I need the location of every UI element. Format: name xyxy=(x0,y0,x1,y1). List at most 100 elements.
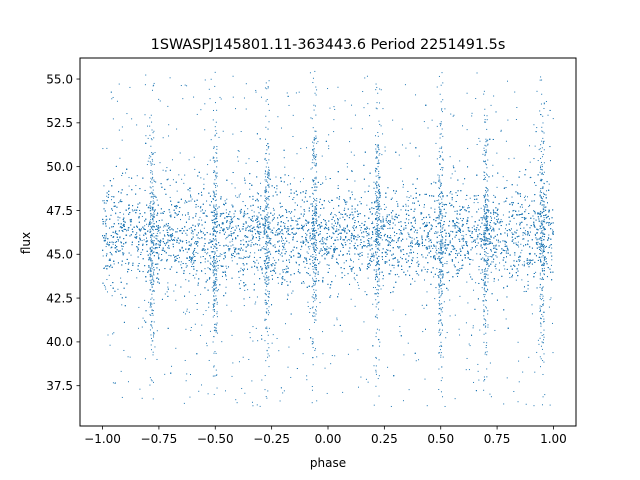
data-point xyxy=(336,228,338,230)
data-point xyxy=(289,212,291,214)
data-point xyxy=(219,230,221,232)
data-point xyxy=(105,243,107,245)
data-point xyxy=(120,199,122,201)
data-point xyxy=(157,255,159,257)
data-point xyxy=(138,327,140,329)
data-point xyxy=(326,264,328,266)
data-point xyxy=(320,243,322,245)
data-point xyxy=(171,365,173,367)
data-point xyxy=(374,229,376,231)
data-point xyxy=(326,224,328,226)
data-point xyxy=(104,267,106,269)
data-point xyxy=(225,212,227,214)
data-point xyxy=(294,202,296,204)
data-point xyxy=(435,231,437,233)
data-point xyxy=(394,224,396,226)
data-point xyxy=(522,238,524,240)
data-point xyxy=(474,239,476,241)
data-point xyxy=(108,245,110,247)
data-point xyxy=(511,232,513,234)
data-point xyxy=(190,187,192,189)
data-point xyxy=(309,237,311,239)
data-point xyxy=(540,213,542,215)
data-point xyxy=(370,260,372,262)
data-point xyxy=(298,269,300,271)
data-point xyxy=(391,217,393,219)
data-point xyxy=(426,291,428,293)
data-point xyxy=(493,213,495,215)
data-point xyxy=(377,203,379,205)
data-point xyxy=(207,252,209,254)
data-point xyxy=(163,224,165,226)
data-point xyxy=(451,193,453,195)
data-point xyxy=(462,206,464,208)
data-point xyxy=(176,239,178,241)
data-point xyxy=(488,241,490,243)
data-point xyxy=(199,238,201,240)
data-point xyxy=(400,232,402,234)
data-point xyxy=(282,269,284,271)
data-point xyxy=(265,197,267,199)
data-point xyxy=(534,213,536,215)
data-point xyxy=(515,279,517,281)
data-point xyxy=(342,254,344,256)
data-point xyxy=(551,247,553,249)
data-point xyxy=(154,263,156,265)
data-point xyxy=(393,267,395,269)
data-point xyxy=(480,272,482,274)
chart-title: 1SWASPJ145801.11-363443.6 Period 2251491… xyxy=(151,37,506,53)
data-point xyxy=(374,213,376,215)
data-point xyxy=(288,242,290,244)
data-point xyxy=(264,229,266,231)
data-point xyxy=(507,250,509,252)
data-point xyxy=(279,245,281,247)
data-point xyxy=(517,241,519,243)
data-point xyxy=(334,246,336,248)
data-point xyxy=(185,266,187,268)
data-point xyxy=(396,273,398,275)
data-point xyxy=(143,227,145,229)
data-point xyxy=(247,289,249,291)
data-point xyxy=(534,212,536,214)
data-point xyxy=(416,257,418,259)
data-point xyxy=(400,231,402,233)
data-point xyxy=(313,214,315,216)
data-point xyxy=(481,219,483,221)
data-point xyxy=(199,207,201,209)
data-point xyxy=(534,233,536,235)
data-point xyxy=(175,213,177,215)
data-point xyxy=(111,209,113,211)
data-point xyxy=(446,263,448,265)
data-point xyxy=(103,200,105,202)
data-point xyxy=(471,227,473,229)
data-point xyxy=(461,265,463,267)
data-point xyxy=(465,234,467,236)
data-point xyxy=(391,197,393,199)
data-point xyxy=(336,317,338,319)
data-point xyxy=(546,190,548,192)
data-point xyxy=(111,199,112,201)
data-point xyxy=(491,229,493,231)
data-point xyxy=(302,229,304,231)
data-point xyxy=(503,201,505,203)
data-point xyxy=(423,266,425,268)
data-point xyxy=(277,240,279,242)
data-point xyxy=(331,218,333,220)
data-point xyxy=(119,217,121,219)
data-point xyxy=(272,207,274,209)
data-point xyxy=(308,267,310,269)
data-point xyxy=(178,201,180,203)
data-point xyxy=(206,253,208,255)
data-point xyxy=(225,286,227,288)
data-point xyxy=(442,215,444,217)
data-point xyxy=(326,237,328,239)
data-point xyxy=(349,231,351,233)
data-point xyxy=(244,289,246,291)
data-point xyxy=(305,244,307,246)
data-point xyxy=(316,247,318,249)
data-point xyxy=(343,262,345,264)
data-point xyxy=(204,261,206,263)
data-point xyxy=(115,231,117,233)
data-point xyxy=(155,237,157,239)
data-point xyxy=(260,250,262,252)
